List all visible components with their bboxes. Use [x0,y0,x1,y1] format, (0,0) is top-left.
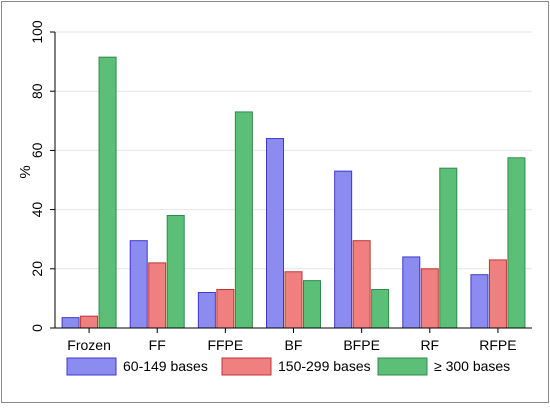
y-tick-label: 100 [29,20,45,44]
legend-swatch [66,357,117,376]
legend-swatch [221,357,272,376]
legend-label: 60-149 bases [123,358,208,374]
bar [371,289,390,329]
x-tick-label: BFPE [343,337,380,353]
bar [303,280,321,329]
bar [488,259,507,329]
chart-frame [1,1,549,403]
legend: 60-149 bases 150-299 bases ≥ 300 bases [66,357,510,376]
bar [334,170,353,329]
bar [470,274,489,329]
bar [129,240,148,329]
y-tick-label: 20 [29,261,45,277]
x-tick-label: FF [149,337,166,353]
bar [402,256,421,329]
y-tick-label: 60 [29,142,45,158]
bar [284,271,303,329]
bar [352,240,371,329]
bar [61,317,80,329]
x-tick-label: FFPE [207,337,243,353]
x-tick-label: RF [420,337,439,353]
x-tick-label: BF [285,337,303,353]
bar [98,56,117,329]
bar [148,262,167,329]
legend-swatch [377,357,428,376]
legend-label: 150-299 bases [278,358,371,374]
x-tick-label: Frozen [67,337,111,353]
y-tick-label: 80 [29,83,45,99]
bar [216,289,235,329]
bar [507,157,526,329]
bar [439,167,458,329]
bar [166,215,185,329]
bar [234,111,253,329]
bars [61,56,526,329]
bar [266,138,284,329]
bar [197,291,216,329]
gridlines [55,31,532,270]
axes: 0 20 40 60 80 100 Frozen FF FFPE BF BFPE RF RFPE [29,20,532,353]
x-tick-label: RFPE [479,337,516,353]
y-axis-label: % [17,165,34,178]
y-tick-label: 40 [29,202,45,218]
legend-label: ≥ 300 bases [434,358,510,374]
bar [420,268,439,329]
bar [80,315,99,329]
y-tick-label: 0 [29,324,45,332]
